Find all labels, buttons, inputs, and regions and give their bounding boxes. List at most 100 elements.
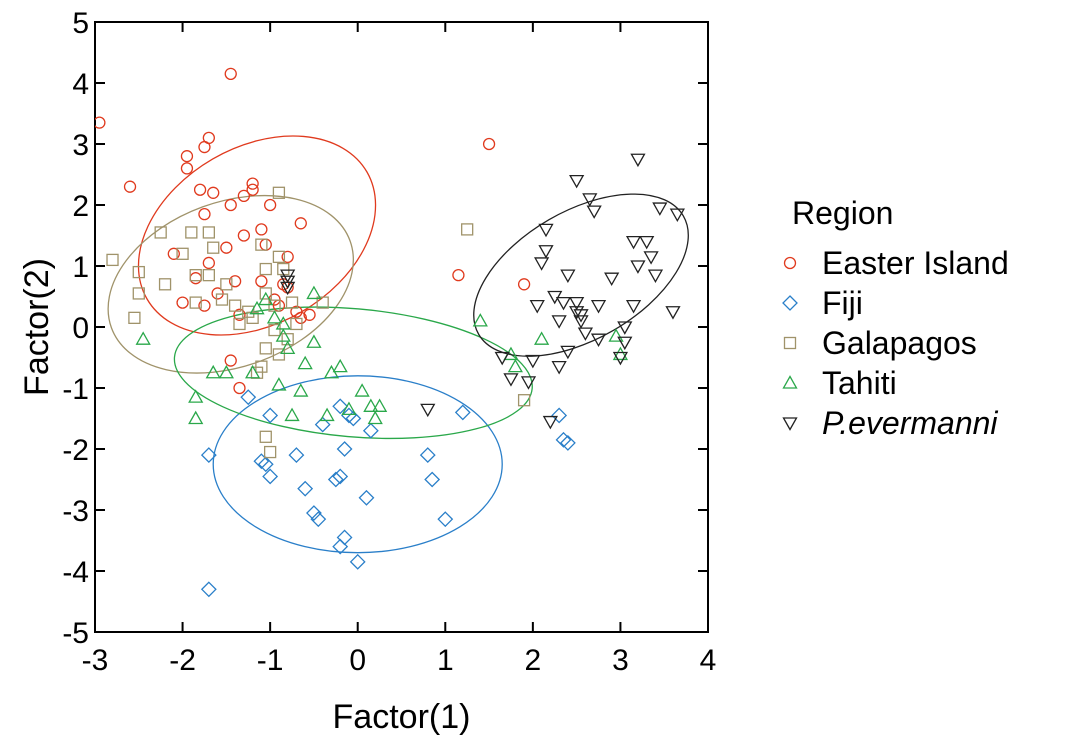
point-tahiti xyxy=(218,364,234,379)
x-tick-label: 0 xyxy=(349,644,366,677)
x-axis-title: Factor(1) xyxy=(333,698,471,736)
point-tahiti xyxy=(612,346,629,361)
point-p-evermanni xyxy=(590,333,607,348)
point-easter-island xyxy=(259,238,272,251)
point-easter-island xyxy=(290,305,303,318)
point-p-evermanni xyxy=(665,306,681,320)
point-p-evermanni xyxy=(652,202,668,216)
point-fiji xyxy=(349,553,366,570)
point-galapagos xyxy=(158,278,172,291)
point-fiji xyxy=(332,398,349,415)
point-fiji xyxy=(437,511,454,528)
point-tahiti xyxy=(188,389,204,403)
point-galapagos xyxy=(272,250,286,264)
point-galapagos xyxy=(285,296,299,309)
series-easter-island xyxy=(95,67,531,395)
point-p-evermanni xyxy=(569,306,585,320)
point-fiji xyxy=(345,410,362,427)
point-fiji xyxy=(310,511,327,528)
point-tahiti xyxy=(371,398,388,412)
y-tick-label: -3 xyxy=(62,495,89,528)
ellipse-fiji xyxy=(212,375,503,554)
point-tahiti xyxy=(472,313,488,327)
point-easter-island xyxy=(255,275,268,288)
point-tahiti xyxy=(284,407,300,422)
point-easter-island xyxy=(224,198,237,212)
point-easter-island xyxy=(189,272,202,285)
point-tahiti xyxy=(367,410,383,425)
point-p-evermanni xyxy=(643,251,659,265)
y-tick-label: -1 xyxy=(62,373,89,406)
point-p-evermanni xyxy=(555,296,572,311)
legend: Region Easter Island Fiji Galapagos Tahiti P.… xyxy=(782,195,1009,441)
x-tick-label: 2 xyxy=(525,644,542,677)
point-galapagos xyxy=(106,253,119,267)
point-tahiti xyxy=(306,334,322,348)
point-galapagos xyxy=(132,265,145,279)
point-galapagos xyxy=(259,287,272,300)
point-easter-island xyxy=(233,308,246,321)
point-p-evermanni xyxy=(542,415,558,430)
point-galapagos xyxy=(176,247,189,260)
point-tahiti xyxy=(332,358,348,373)
point-p-evermanni xyxy=(604,272,620,287)
point-galapagos xyxy=(259,430,272,443)
point-easter-island xyxy=(517,278,531,291)
point-easter-island xyxy=(198,207,211,221)
point-fiji xyxy=(551,407,568,424)
point-p-evermanni xyxy=(534,257,550,271)
point-galapagos xyxy=(185,226,198,239)
point-easter-island xyxy=(482,137,496,151)
point-easter-island xyxy=(224,67,237,80)
point-p-evermanni xyxy=(551,315,567,329)
y-tick-label: 2 xyxy=(72,190,89,223)
point-galapagos xyxy=(189,296,202,309)
point-tahiti xyxy=(341,401,357,416)
point-tahiti xyxy=(275,316,291,330)
point-fiji xyxy=(314,416,331,433)
point-galapagos xyxy=(255,238,268,251)
y-axis: -5 -4 -3 -2 -1 0 1 2 3 4 5 xyxy=(62,7,708,650)
point-fiji xyxy=(555,431,572,448)
point-galapagos xyxy=(517,394,531,407)
x-tick-label: 1 xyxy=(437,644,454,677)
point-galapagos xyxy=(290,317,303,331)
point-fiji xyxy=(332,468,349,485)
legend-marker-tahiti xyxy=(782,375,798,389)
point-easter-island xyxy=(207,186,220,199)
data-layer xyxy=(95,67,689,598)
point-tahiti xyxy=(319,407,335,422)
point-p-evermanni xyxy=(617,336,633,351)
point-easter-island xyxy=(294,217,307,230)
point-tahiti xyxy=(258,291,274,306)
point-tahiti xyxy=(245,364,261,379)
point-galapagos xyxy=(207,241,220,254)
point-galapagos xyxy=(189,268,202,282)
plot-frame xyxy=(94,21,709,633)
point-galapagos xyxy=(215,293,229,306)
point-galapagos xyxy=(132,287,145,300)
x-axis: -3 -2 -1 0 1 2 3 4 xyxy=(82,22,716,677)
point-p-evermanni xyxy=(586,205,602,219)
point-fiji xyxy=(424,471,441,488)
point-galapagos xyxy=(246,311,259,325)
point-easter-island xyxy=(237,229,251,242)
point-fiji xyxy=(336,441,353,457)
point-galapagos xyxy=(268,323,281,337)
point-galapagos xyxy=(281,333,294,346)
point-easter-island xyxy=(198,299,211,312)
point-easter-island xyxy=(263,198,277,212)
y-tick-label: -4 xyxy=(62,556,89,589)
point-tahiti xyxy=(249,300,265,315)
point-easter-island xyxy=(202,256,215,270)
point-tahiti xyxy=(271,377,287,391)
point-galapagos xyxy=(202,226,215,239)
point-galapagos xyxy=(259,262,272,276)
x-tick-label: -1 xyxy=(257,644,284,677)
point-tahiti xyxy=(205,364,221,379)
point-easter-island xyxy=(176,296,189,309)
ellipse-p-evermanni xyxy=(473,193,689,357)
y-tick-label: 3 xyxy=(72,129,89,162)
point-fiji xyxy=(253,453,270,470)
point-fiji xyxy=(559,434,576,451)
